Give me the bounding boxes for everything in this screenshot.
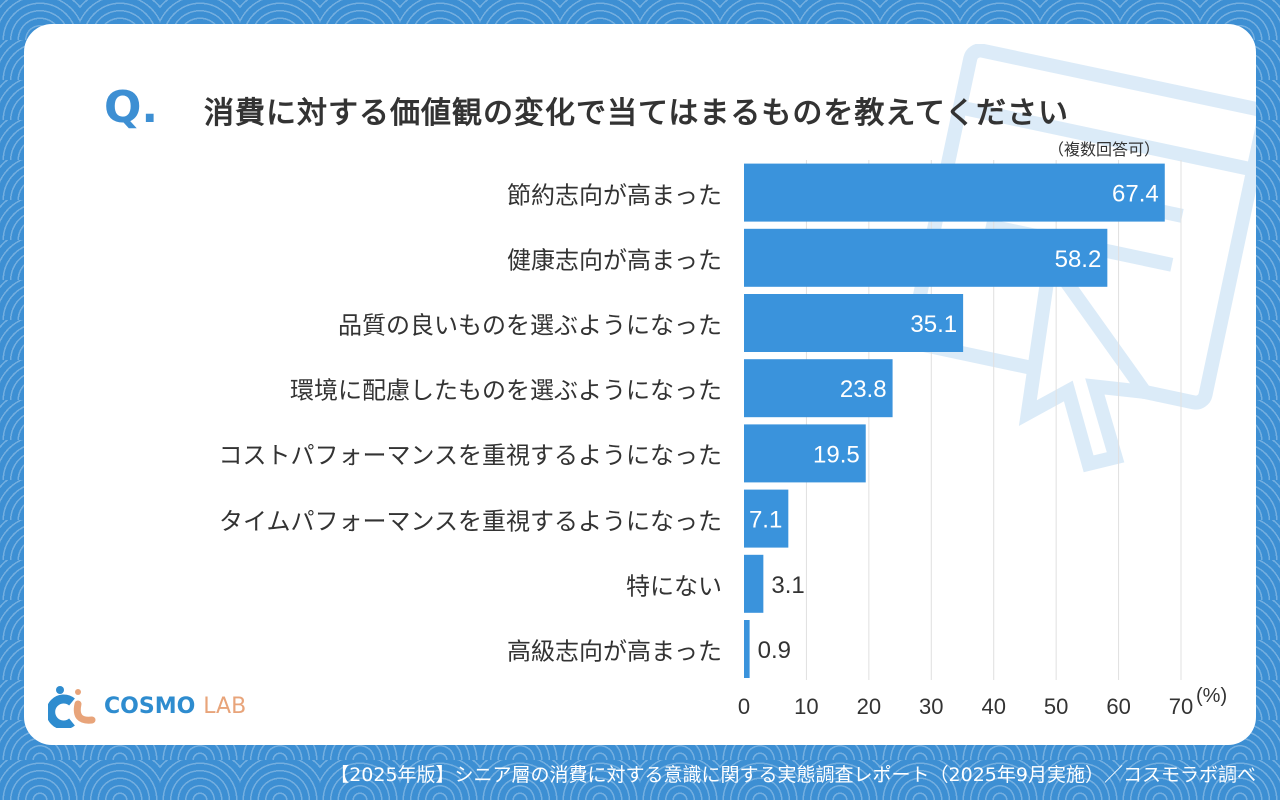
bar: [744, 294, 964, 352]
x-tick-label: 0: [738, 694, 750, 719]
data-label: 19.5: [813, 441, 860, 468]
data-label: 7.1: [749, 507, 782, 534]
data-label: 67.4: [1112, 181, 1159, 208]
logo-text-cosmo: COSMO: [104, 693, 196, 719]
data-label: 58.2: [1055, 246, 1102, 273]
data-label: 35.1: [910, 311, 957, 338]
question-mark: Q.: [104, 82, 159, 133]
bar: [744, 554, 764, 613]
data-label: 23.8: [840, 376, 887, 403]
bar: [744, 163, 1165, 222]
category-label: 高級志向が高まった: [506, 637, 722, 666]
category-label: 節約志向が高まった: [506, 181, 722, 210]
chart-title: 消費に対する価値観の変化で当てはまるものを教えてください: [204, 96, 1069, 131]
x-tick-label: 70: [1169, 694, 1193, 719]
x-tick-label: 50: [1044, 694, 1068, 719]
x-axis-unit: (%): [1196, 685, 1227, 707]
data-label: 3.1: [771, 572, 804, 599]
x-tick-label: 60: [1106, 694, 1130, 719]
category-label: 環境に配慮したものを選ぶようになった: [290, 376, 722, 405]
x-tick-label: 40: [981, 694, 1005, 719]
x-tick-label: 20: [857, 694, 881, 719]
logo-text-lab: LAB: [203, 693, 247, 719]
multiple-answer-note: （複数回答可）: [1047, 140, 1160, 159]
x-tick-label: 10: [794, 694, 818, 719]
category-label: コストパフォーマンスを重視するようになった: [218, 441, 722, 470]
x-tick-label: 30: [919, 694, 943, 719]
bar: [744, 489, 789, 548]
category-label: タイムパフォーマンスを重視するようになった: [218, 507, 722, 536]
bar: [744, 228, 1108, 287]
data-label: 0.9: [758, 637, 791, 664]
bar: [744, 620, 750, 678]
category-label: 健康志向が高まった: [506, 246, 722, 275]
card: Q. 消費に対する価値観の変化で当てはまるものを教えてください （複数回答可） …: [24, 24, 1256, 745]
cosmo-lab-logo: COSMO LAB: [48, 684, 246, 728]
bar: [744, 424, 866, 483]
category-label: 特にない: [626, 572, 722, 601]
logo-mark-icon: [48, 686, 96, 728]
footer-source: 【2025年版】シニア層の消費に対する意識に関する実態調査レポート（2025年9…: [330, 764, 1256, 786]
category-label: 品質の良いものを選ぶようになった: [338, 311, 722, 340]
bar: [744, 359, 893, 418]
